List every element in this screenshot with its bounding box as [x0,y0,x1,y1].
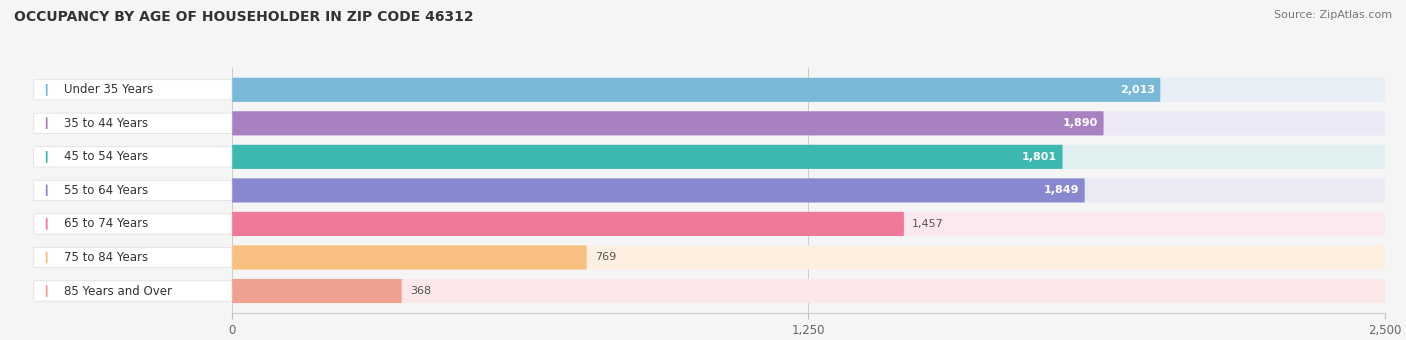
Text: 2,013: 2,013 [1119,85,1154,95]
FancyBboxPatch shape [34,247,232,268]
Text: 75 to 84 Years: 75 to 84 Years [63,251,148,264]
Text: 1,801: 1,801 [1022,152,1057,162]
FancyBboxPatch shape [34,180,232,201]
FancyBboxPatch shape [232,145,1063,169]
FancyBboxPatch shape [232,279,402,303]
FancyBboxPatch shape [232,178,1084,203]
Text: 368: 368 [411,286,432,296]
Text: 85 Years and Over: 85 Years and Over [63,285,172,298]
FancyBboxPatch shape [232,279,1385,303]
Text: 45 to 54 Years: 45 to 54 Years [63,150,148,163]
Text: 35 to 44 Years: 35 to 44 Years [63,117,148,130]
Text: 1,457: 1,457 [912,219,943,229]
FancyBboxPatch shape [34,214,232,234]
Text: 55 to 64 Years: 55 to 64 Years [63,184,148,197]
Text: Source: ZipAtlas.com: Source: ZipAtlas.com [1274,10,1392,20]
FancyBboxPatch shape [232,78,1385,102]
FancyBboxPatch shape [232,111,1104,135]
FancyBboxPatch shape [232,78,1160,102]
FancyBboxPatch shape [232,145,1385,169]
FancyBboxPatch shape [232,245,586,270]
Text: OCCUPANCY BY AGE OF HOUSEHOLDER IN ZIP CODE 46312: OCCUPANCY BY AGE OF HOUSEHOLDER IN ZIP C… [14,10,474,24]
Text: 1,890: 1,890 [1063,118,1098,128]
Text: 769: 769 [595,253,616,262]
Text: 65 to 74 Years: 65 to 74 Years [63,218,148,231]
FancyBboxPatch shape [232,245,1385,270]
Text: 1,849: 1,849 [1043,185,1080,195]
FancyBboxPatch shape [34,113,232,134]
FancyBboxPatch shape [34,80,232,100]
FancyBboxPatch shape [232,111,1385,135]
FancyBboxPatch shape [232,178,1385,203]
FancyBboxPatch shape [232,212,904,236]
FancyBboxPatch shape [34,281,232,301]
FancyBboxPatch shape [34,147,232,167]
Text: Under 35 Years: Under 35 Years [63,83,153,96]
FancyBboxPatch shape [232,212,1385,236]
